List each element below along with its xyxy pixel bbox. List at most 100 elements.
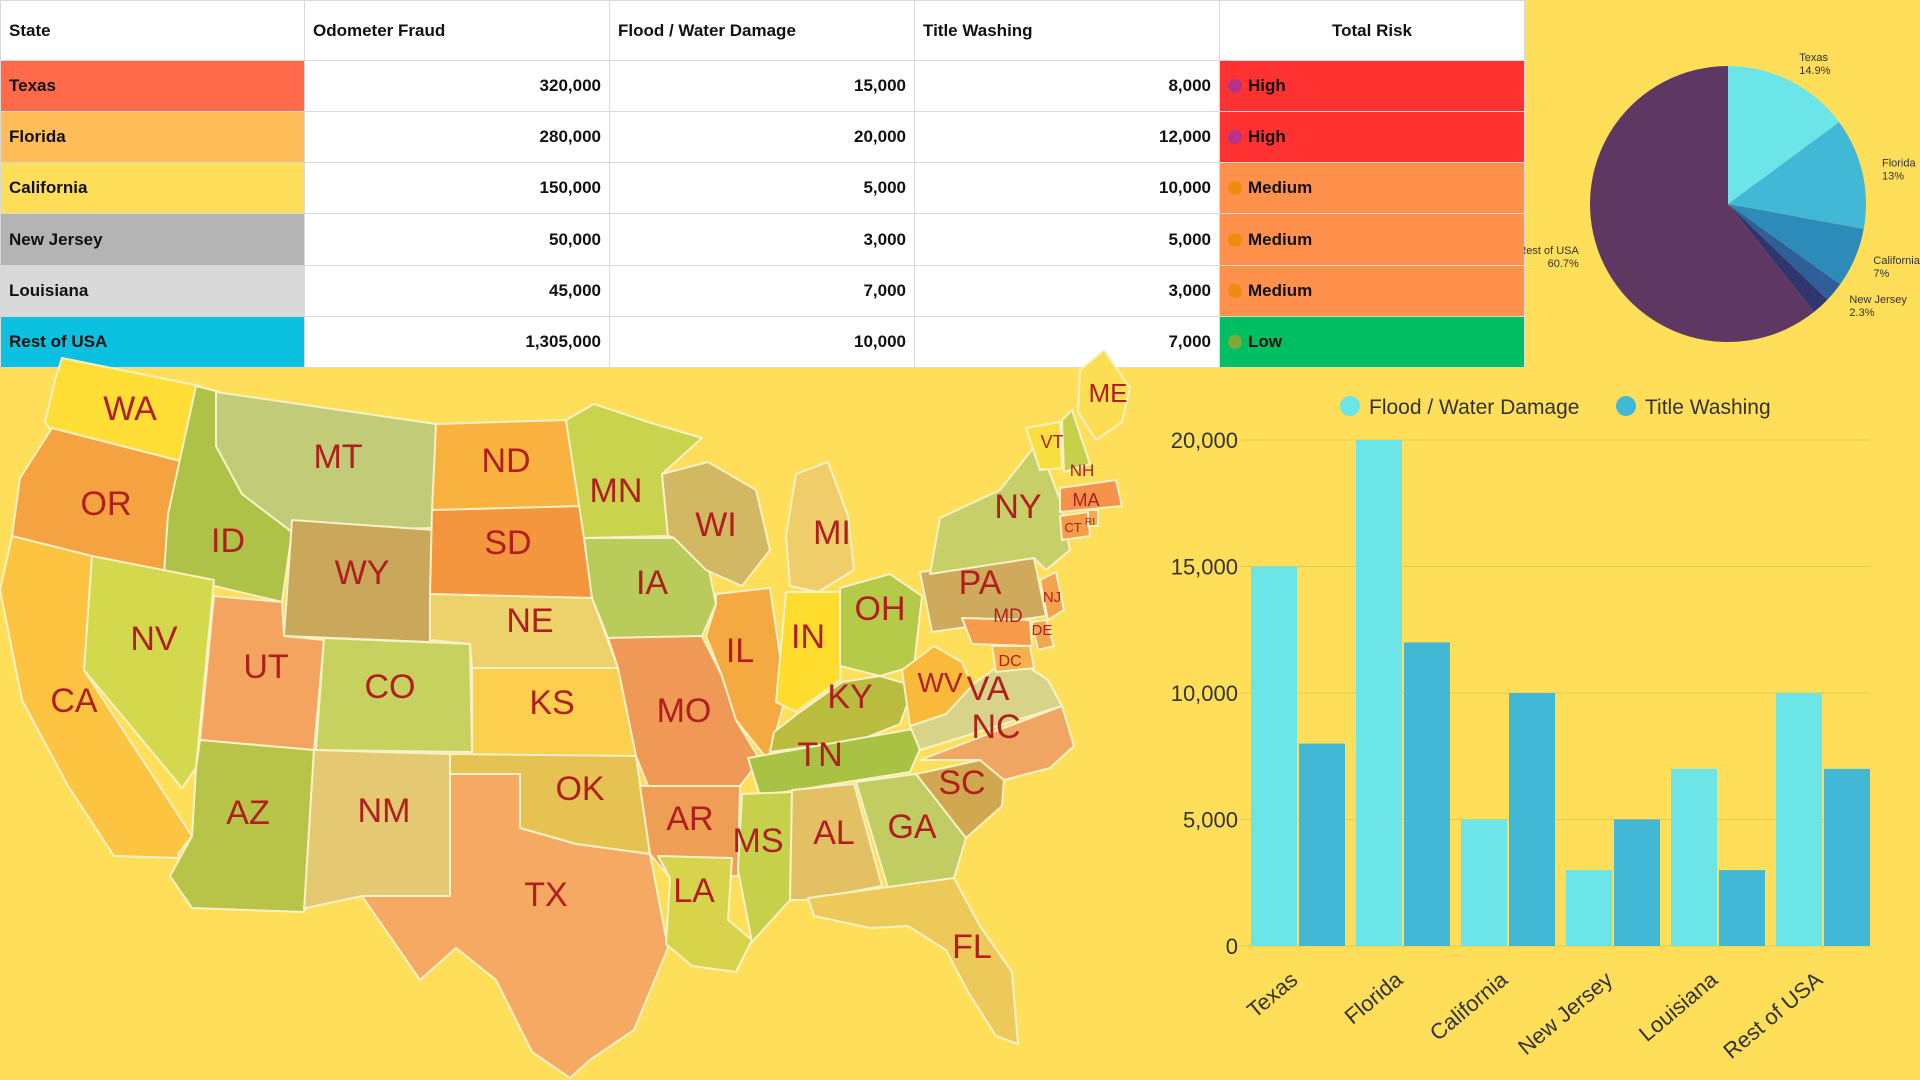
map-state-label: MA [1073, 490, 1100, 510]
map-state-label: NE [506, 602, 553, 640]
cell-state: California [0, 162, 305, 215]
y-tick-label: 0 [1226, 934, 1238, 959]
cell-title-washing: 8,000 [914, 59, 1220, 113]
table-row: Florida 280,000 20,000 12,000 High [0, 111, 1525, 164]
x-tick-label: California [1425, 966, 1513, 1045]
map-state-label: ME [1089, 378, 1128, 408]
x-tick-label: Florida [1340, 966, 1408, 1029]
map-state-label: OK [555, 770, 604, 808]
map-state-mo [607, 635, 761, 787]
risk-table: State Odometer Fraud Flood / Water Damag… [0, 0, 1525, 369]
bar [1461, 819, 1507, 946]
cell-state: Florida [0, 111, 305, 164]
map-state-label: KY [827, 678, 872, 716]
cell-odometer-fraud: 50,000 [304, 213, 610, 266]
pie-slice [1728, 122, 1866, 230]
map-state-label: TN [797, 736, 842, 774]
map-state-vt [1025, 421, 1063, 471]
map-state-label: RI [1085, 517, 1095, 528]
map-state-label: TX [524, 876, 567, 914]
map-state-label: SD [484, 524, 531, 562]
map-state-label: SC [938, 764, 985, 802]
legend-label: Flood / Water Damage [1369, 396, 1579, 419]
pie-slice-name: Rest of USA [1524, 245, 1579, 257]
pie-slice-percent: 13% [1882, 171, 1904, 183]
table-row: California 150,000 5,000 10,000 Medium [0, 162, 1525, 215]
map-state-label: PA [959, 564, 1002, 602]
risk-dot-icon [1228, 334, 1242, 349]
map-state-label: FL [952, 928, 992, 966]
cell-flood-water-damage: 5,000 [609, 162, 915, 215]
map-state-label: IA [636, 564, 668, 602]
map-state-ga [855, 773, 967, 889]
cell-odometer-fraud: 320,000 [304, 59, 610, 113]
cell-total-risk: Medium [1219, 264, 1525, 317]
table-row: Texas 320,000 15,000 8,000 High [0, 59, 1525, 113]
table-row: Rest of USA 1,305,000 10,000 7,000 Low [0, 315, 1525, 369]
map-state-nj [1039, 571, 1065, 621]
map-state-ny [929, 441, 1071, 575]
map-state-label: IL [726, 632, 754, 670]
map-state-sc [915, 759, 1005, 839]
bar [1824, 768, 1870, 946]
map-state-label: NV [130, 620, 178, 658]
map-state-nv [83, 555, 215, 789]
map-state-nh [1061, 409, 1091, 473]
map-state-label: ND [481, 442, 530, 480]
map-state-dc [991, 645, 1035, 673]
map-state-fl [807, 877, 1019, 1045]
pie-slice-name: Texas [1799, 52, 1828, 64]
map-state-wi [661, 461, 771, 587]
pie-slice [1728, 204, 1864, 285]
map-state-in [775, 591, 845, 713]
bar [1776, 693, 1822, 946]
map-state-nm [303, 749, 451, 913]
cell-odometer-fraud: 45,000 [304, 264, 610, 317]
header-state: State [0, 0, 305, 61]
map-state-label: MN [590, 472, 643, 510]
x-tick-label: Rest of USA [1718, 966, 1827, 1063]
y-tick-label: 20,000 [1171, 428, 1238, 453]
bar [1566, 870, 1612, 946]
map-state-label: MS [733, 822, 784, 860]
map-state-mi [785, 461, 855, 593]
map-state-md [961, 617, 1033, 647]
header-title-washing: Title Washing [914, 0, 1220, 61]
pie-slice-name: Florida [1882, 158, 1917, 170]
cell-flood-water-damage: 7,000 [609, 264, 915, 317]
header-total-risk: Total Risk [1219, 0, 1525, 61]
map-state-label: NH [1070, 461, 1095, 480]
map-state-tn [747, 725, 931, 797]
map-state-label: CO [365, 668, 416, 706]
table-header-row: State Odometer Fraud Flood / Water Damag… [0, 0, 1525, 61]
pie-slice-percent: 14.9% [1799, 65, 1830, 77]
us-map: WA OR CA ID NV MT WY UT AZ CO NM ND SD NE KS OK TX MN IA MO… [0, 349, 1131, 1079]
map-state-me [1077, 349, 1131, 441]
risk-level: Medium [1248, 229, 1313, 249]
map-state-wv [901, 645, 973, 727]
legend-swatch [1616, 396, 1636, 416]
map-state-label: NM [358, 792, 411, 830]
map-state-label: NJ [1043, 589, 1061, 606]
table-row: Louisiana 45,000 7,000 3,000 Medium [0, 264, 1525, 317]
cell-title-washing: 3,000 [914, 264, 1220, 317]
map-state-ms [737, 791, 793, 943]
cell-total-risk: Medium [1219, 213, 1525, 266]
y-tick-label: 10,000 [1171, 681, 1238, 706]
map-state-label: MT [313, 438, 362, 476]
map-state-label: WI [695, 506, 737, 544]
map-state-label: OH [855, 590, 906, 628]
cell-total-risk: Low [1219, 315, 1525, 369]
table-body: Texas 320,000 15,000 8,000 High Florida 280,00… [0, 59, 1525, 369]
cell-flood-water-damage: 20,000 [609, 111, 915, 164]
cell-odometer-fraud: 1,305,000 [304, 315, 610, 369]
pie-slice-label: Texas 14.9% [1799, 52, 1830, 77]
map-state-label: NC [971, 708, 1020, 746]
map-state-ct [1059, 511, 1091, 541]
pie-slice [1728, 204, 1841, 300]
cell-state: Rest of USA [0, 315, 305, 369]
cell-title-washing: 7,000 [914, 315, 1220, 369]
risk-dot-icon [1228, 130, 1242, 145]
map-state-de [1031, 619, 1055, 651]
pie-slice [1728, 66, 1840, 204]
